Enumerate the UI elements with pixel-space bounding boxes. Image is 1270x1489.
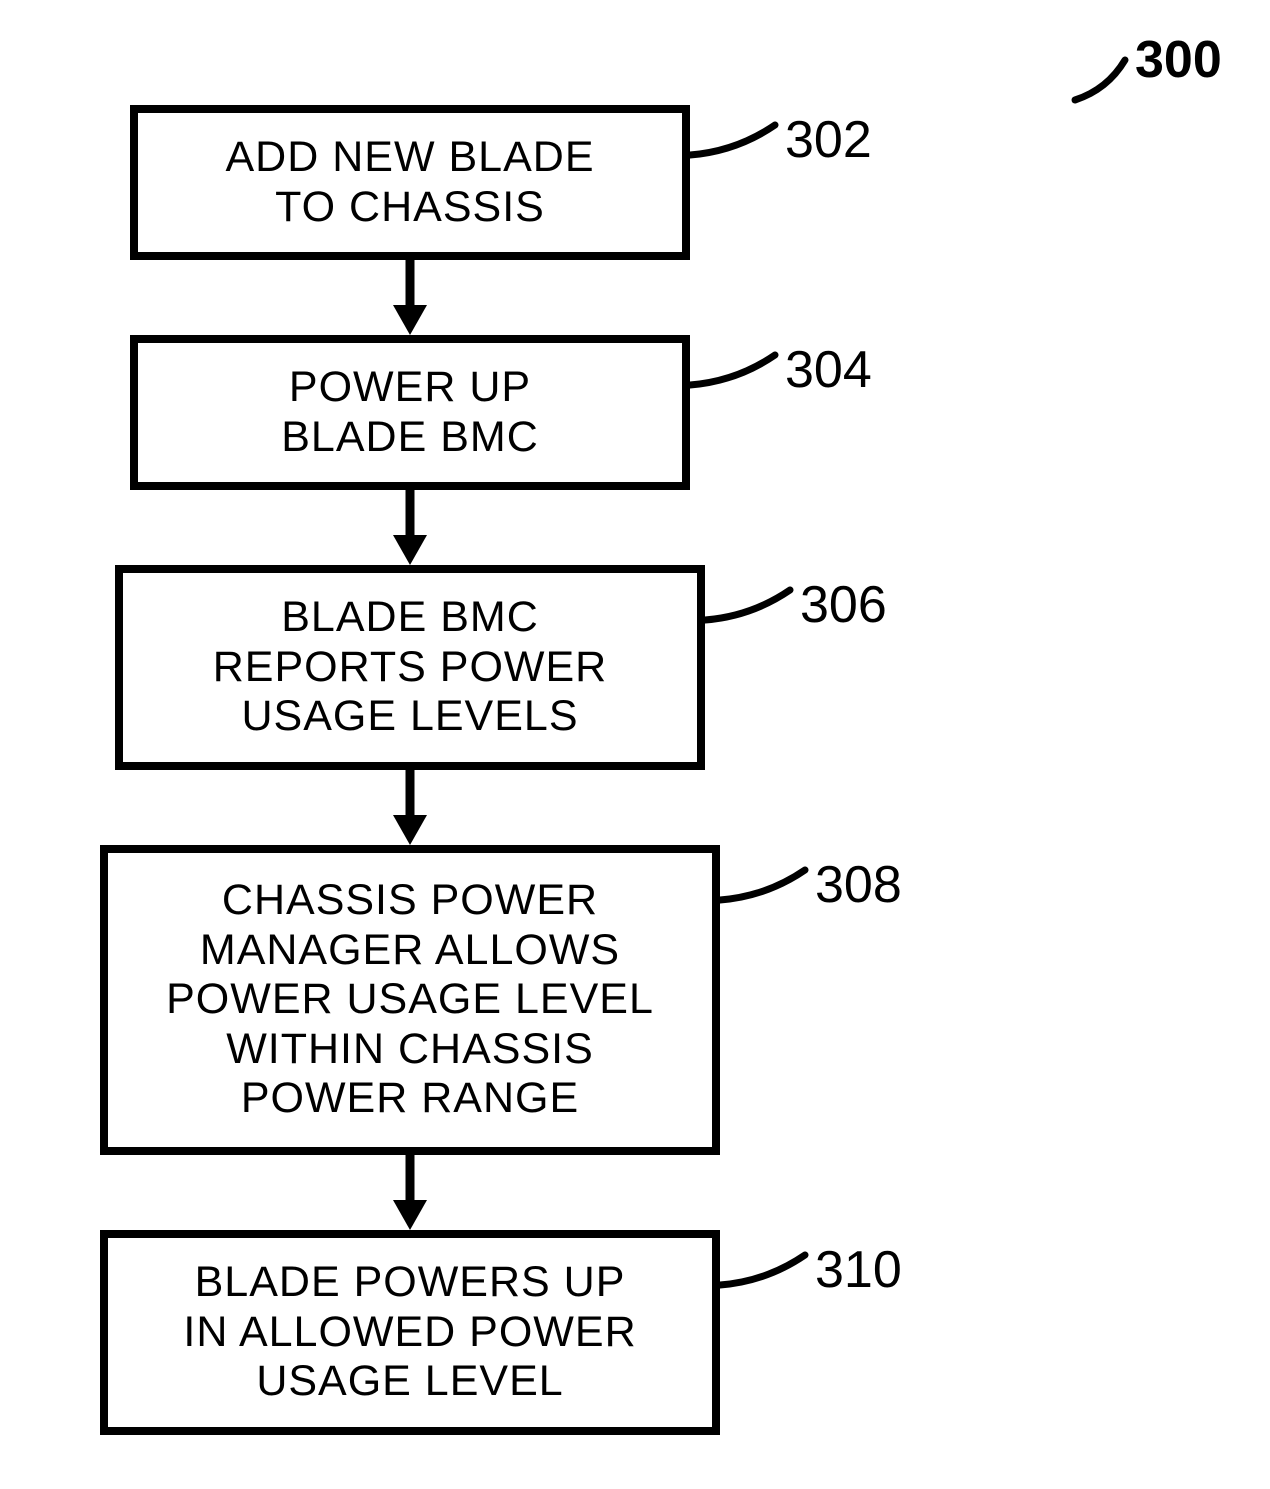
- ref-label-308: 308: [815, 855, 902, 915]
- flow-node-n306: BLADE BMC REPORTS POWER USAGE LEVELS: [115, 565, 705, 770]
- ref-label-306: 306: [800, 575, 887, 635]
- flowchart-stage: ADD NEW BLADE TO CHASSIS 302 POWER UP BLAD…: [0, 0, 1270, 1489]
- ref-label-304: 304: [785, 340, 872, 400]
- flow-node-n310: BLADE POWERS UP IN ALLOWED POWER USAGE L…: [100, 1230, 720, 1435]
- flow-node-n302: ADD NEW BLADE TO CHASSIS: [130, 105, 690, 260]
- flow-node-n304: POWER UP BLADE BMC: [130, 335, 690, 490]
- ref-label-310: 310: [815, 1240, 902, 1300]
- figure-label: 300: [1135, 30, 1222, 90]
- ref-label-302: 302: [785, 110, 872, 170]
- flow-node-n308: CHASSIS POWER MANAGER ALLOWS POWER USAGE…: [100, 845, 720, 1155]
